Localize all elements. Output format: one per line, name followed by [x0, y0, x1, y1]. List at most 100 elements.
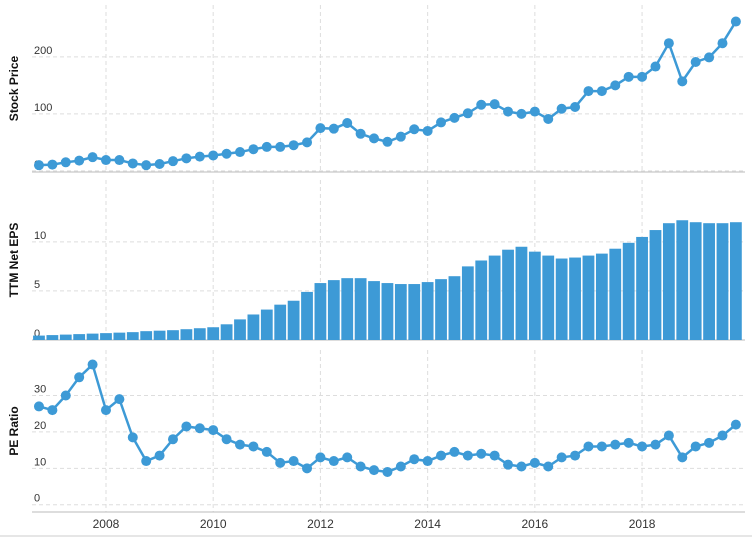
point — [369, 133, 380, 144]
point — [529, 457, 540, 468]
bar — [488, 255, 501, 340]
bar — [153, 330, 166, 340]
point — [355, 128, 366, 139]
bar — [394, 284, 407, 340]
bar — [46, 335, 59, 340]
bar — [662, 223, 675, 340]
point — [315, 123, 326, 134]
point — [288, 456, 299, 467]
point — [503, 459, 514, 470]
point — [583, 86, 594, 97]
point — [516, 461, 527, 472]
point — [422, 125, 433, 136]
point — [208, 425, 219, 436]
y-axis-title: TTM Net EPS — [7, 223, 21, 298]
bar — [435, 279, 447, 340]
y-tick-label: 20 — [34, 420, 46, 432]
bar — [126, 332, 139, 340]
bar — [461, 266, 474, 340]
y-tick-label: 30 — [34, 384, 46, 396]
point — [248, 144, 259, 155]
point — [87, 359, 98, 370]
point — [127, 158, 138, 169]
point — [328, 123, 339, 134]
bar — [381, 283, 394, 340]
point — [194, 151, 205, 162]
point — [462, 108, 473, 119]
point — [342, 452, 353, 463]
bar — [274, 304, 287, 340]
point — [704, 437, 715, 448]
y-tick-label: 0 — [34, 328, 40, 340]
bar — [703, 223, 715, 340]
point — [395, 461, 406, 472]
bar — [448, 276, 461, 340]
y-tick-label: 10 — [34, 230, 46, 242]
point — [141, 456, 152, 467]
point — [74, 155, 85, 166]
point — [355, 461, 366, 472]
x-tick-label: 2016 — [522, 517, 549, 531]
bar — [167, 330, 179, 340]
point — [476, 448, 487, 459]
point — [730, 16, 741, 27]
point — [47, 405, 58, 416]
bar — [86, 333, 99, 340]
bar — [287, 300, 300, 340]
point — [556, 103, 567, 114]
point — [369, 465, 380, 476]
bar — [180, 329, 193, 340]
y-tick-label: 100 — [34, 102, 52, 114]
y-tick-label: 200 — [34, 45, 52, 57]
point — [154, 450, 165, 461]
bar — [689, 222, 702, 340]
bar — [636, 236, 648, 340]
bar — [327, 280, 340, 340]
point — [529, 106, 540, 117]
point — [60, 390, 71, 401]
point — [100, 405, 111, 416]
point — [462, 450, 473, 461]
x-tick-label: 2010 — [200, 517, 227, 531]
point — [663, 430, 674, 441]
point — [677, 452, 688, 463]
point — [596, 441, 607, 452]
bar — [314, 283, 327, 340]
bar — [113, 332, 126, 340]
point — [717, 38, 728, 49]
point — [382, 466, 393, 477]
point — [637, 441, 648, 452]
point — [261, 446, 272, 457]
bar — [649, 230, 662, 340]
point — [717, 430, 728, 441]
point — [570, 102, 581, 113]
point — [690, 56, 701, 67]
point — [382, 136, 393, 147]
point — [33, 160, 44, 171]
point — [583, 441, 594, 452]
point — [47, 159, 58, 170]
point — [436, 450, 447, 461]
bar — [555, 258, 568, 340]
bar — [234, 319, 246, 340]
point — [543, 113, 554, 124]
bar — [59, 334, 72, 340]
x-tick-label: 2014 — [414, 517, 441, 531]
point — [663, 38, 674, 49]
point — [449, 446, 460, 457]
bar — [542, 255, 555, 340]
point — [181, 421, 192, 432]
point — [650, 439, 661, 450]
point — [87, 152, 98, 163]
point — [100, 155, 111, 166]
y-tick-label: 0 — [34, 493, 40, 505]
point — [570, 450, 581, 461]
y-tick-label: 10 — [34, 456, 46, 468]
bar — [716, 223, 729, 340]
bar — [676, 220, 689, 340]
point — [623, 71, 634, 82]
point — [288, 140, 299, 151]
bar — [609, 248, 622, 340]
point — [167, 434, 178, 445]
